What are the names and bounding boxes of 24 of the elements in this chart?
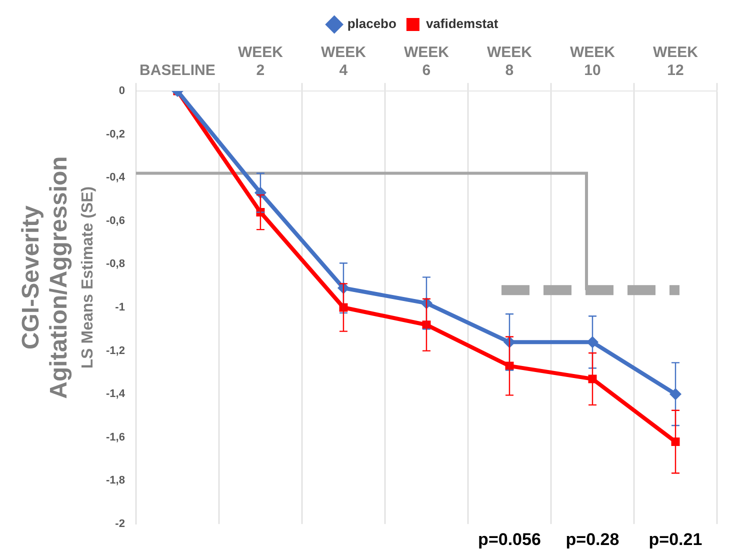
y-tick-label: -1,8: [106, 474, 125, 487]
y-tick-label: -0,8: [106, 258, 125, 270]
text: p=0.21: [648, 530, 702, 550]
y-tick-label: -0,6: [106, 214, 125, 227]
x-tick-label: WEEK 6: [404, 44, 450, 80]
x-tick-label: WEEK 10: [570, 44, 616, 80]
y-tick-label: -1,6: [106, 431, 125, 444]
y-tick-label: -0,2: [106, 128, 125, 140]
legend-label: vafidemstat: [426, 16, 499, 32]
text: p=0.056: [478, 530, 541, 550]
x-tick-label: WEEK 12: [652, 44, 698, 80]
x-tick-label: WEEK 4: [320, 44, 366, 80]
x-tick-label: BASELINE: [140, 62, 216, 80]
text: p=0.28: [566, 530, 620, 550]
legend-label: placebo: [347, 16, 396, 32]
y-tick-label: -0,4: [106, 172, 126, 184]
y-tick-label: -1: [115, 302, 125, 314]
y-tick-label: 0: [118, 85, 125, 98]
y-tick-label: -1,2: [106, 344, 125, 357]
y-tick-label: -2: [115, 518, 125, 530]
y-axis-title: CGI-Severity Agitation/Aggression LS Means Estimate (SE): [18, 156, 96, 399]
x-tick-label: WEEK 2: [238, 44, 284, 80]
x-tick-label: WEEK 8: [486, 44, 532, 80]
y-tick-label: -1,4: [106, 388, 126, 400]
